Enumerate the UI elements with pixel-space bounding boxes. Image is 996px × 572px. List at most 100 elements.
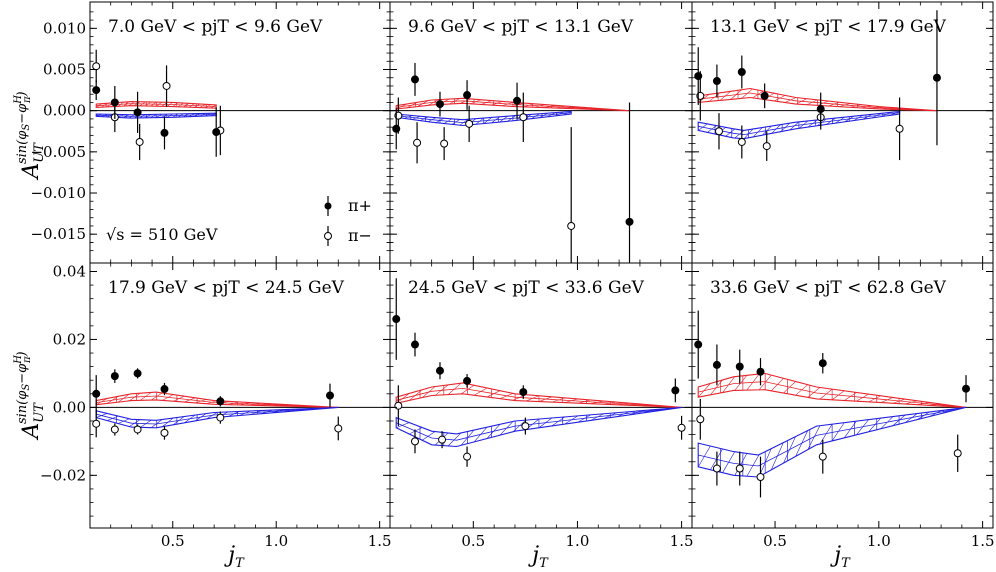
band-outline-pi-plus (395, 97, 630, 112)
legend-pi-plus-marker (324, 202, 332, 210)
data-point-pi-minus (953, 449, 962, 458)
band-outline-pi-minus (95, 406, 339, 429)
band-outline-pi-plus (395, 382, 682, 408)
legend-entry-pi-plus: π+ (324, 196, 372, 216)
data-point-pi-minus (160, 428, 169, 437)
data-point-pi-plus (962, 384, 971, 393)
y-tick-label: −0.015 (30, 225, 86, 243)
svg-text:AUTsin(φS−φHπ): AUTsin(φS−φHπ) (13, 91, 47, 180)
data-point-pi-plus (818, 359, 827, 368)
data-point-pi-minus (714, 127, 723, 136)
data-point-pi-minus (334, 424, 343, 433)
data-point-pi-plus (932, 73, 941, 82)
data-point-pi-plus (737, 67, 746, 76)
y-tick-label: 0.000 (43, 102, 86, 120)
panel-3: 0.5 1.0 1.5 −0.02 0.00 0.02 0.04 17.9 GeV < pjT… (40, 262, 392, 550)
y-tick-label: −0.010 (30, 184, 86, 202)
panel-title: 9.6 GeV < pjT < 13.1 GeV (408, 17, 634, 37)
x-tick-label: 1.0 (867, 532, 891, 550)
band-hatch-diag-pi-minus (422, 431, 436, 441)
data-point-pi-plus (160, 128, 169, 137)
y-tick-label: 0.04 (53, 262, 86, 280)
data-point-pi-plus (463, 91, 472, 100)
data-point-pi-plus (212, 128, 221, 137)
x-tick-label: 0.5 (763, 532, 787, 550)
band-hatch-diag-pi-minus (447, 432, 462, 447)
data-point-pi-minus (216, 413, 225, 422)
data-point-pi-plus (160, 385, 169, 394)
panel-2: 13.1 GeV < pjT < 17.9 GeV (691, 1, 994, 264)
band-pi-plus (697, 372, 967, 408)
y-tick-label: 0.005 (43, 61, 86, 79)
data-point-pi-minus (465, 119, 474, 128)
data-point-pi-plus (392, 124, 401, 133)
panel-title: 13.1 GeV < pjT < 17.9 GeV (710, 17, 947, 37)
data-point-pi-minus (696, 415, 705, 424)
y-tick-label: 0.02 (53, 330, 86, 348)
band-mid-pi-plus (698, 92, 938, 112)
band-pi-minus (395, 110, 572, 127)
data-point-pi-plus (694, 340, 703, 349)
band-outline-pi-plus (697, 372, 967, 408)
x-tick-label: 0.5 (461, 532, 485, 550)
data-point-pi-minus (519, 113, 528, 122)
data-point-pi-plus (110, 98, 119, 107)
legend-pi-minus-marker (324, 232, 332, 240)
data-point-pi-minus (818, 452, 827, 461)
band-hatch-diag-pi-plus (758, 374, 772, 391)
data-point-pi-plus (694, 72, 703, 81)
data-point-pi-plus (92, 86, 101, 95)
legend-entry-pi-minus: π− (324, 226, 372, 246)
x-tick-label: 1.5 (368, 532, 392, 550)
data-point-pi-minus (133, 425, 142, 434)
data-point-pi-plus (671, 386, 680, 395)
band-outline-pi-plus (95, 391, 339, 408)
panel-plot-area-4 (390, 278, 692, 467)
panel-plot-area-1 (390, 62, 692, 263)
data-point-pi-minus (394, 401, 403, 410)
data-point-pi-minus (737, 137, 746, 146)
data-point-pi-minus (677, 423, 686, 432)
panel-plot-area-5 (692, 310, 993, 498)
y-axis-title-bottom: AUTsin(φS−φHπ) (13, 351, 47, 440)
panels-layer: −0.015 −0.010 −0.005 0.000 0.005 0.010 7.0 GeV… (30, 1, 995, 550)
data-point-pi-minus (521, 422, 530, 431)
y-tick-label: −0.02 (40, 466, 86, 484)
data-point-pi-minus (92, 419, 101, 428)
band-mid-pi-minus (396, 407, 682, 441)
band-mid-pi-plus (396, 387, 682, 408)
data-point-pi-minus (135, 137, 144, 146)
data-point-pi-minus (110, 425, 119, 434)
panel-4: 0.5 1.0 1.5 24.5 GeV < pjT < 33.6 GeV (389, 262, 694, 550)
data-point-pi-minus (162, 81, 171, 90)
data-point-pi-plus (712, 360, 721, 369)
panel-5: 0.5 1.0 1.5 33.6 GeV < pjT < 62.8 GeV (691, 262, 995, 550)
x-tick-label: 0.5 (161, 532, 185, 550)
data-point-pi-plus (712, 77, 721, 86)
band-pi-plus (95, 391, 339, 408)
legend-pi-plus-label: π+ (348, 196, 372, 215)
data-point-pi-minus (895, 124, 904, 133)
y-tick-label: 0.00 (53, 398, 86, 416)
panel-0: −0.015 −0.010 −0.005 0.000 0.005 0.010 7.0 GeV… (30, 1, 391, 264)
data-point-pi-minus (567, 221, 576, 230)
data-point-pi-plus (410, 75, 419, 84)
data-point-pi-plus (110, 372, 119, 381)
legend: π+ π− (324, 196, 372, 246)
x-tick-label: 1.0 (264, 532, 288, 550)
data-point-pi-plus (816, 105, 825, 114)
panel-title: 24.5 GeV < pjT < 33.6 GeV (408, 278, 645, 298)
band-pi-minus (95, 406, 339, 429)
data-point-pi-plus (133, 369, 142, 378)
data-point-pi-plus (92, 389, 101, 398)
band-pi-plus (697, 87, 938, 112)
data-point-pi-plus (392, 315, 401, 324)
data-point-pi-minus (413, 138, 422, 147)
band-pi-plus (395, 382, 682, 408)
data-point-pi-minus (440, 139, 449, 148)
data-point-pi-plus (435, 366, 444, 375)
data-point-pi-minus (463, 452, 472, 461)
x-tick-label: 1.5 (971, 532, 995, 550)
y-axis-title-top: AUTsin(φS−φHπ) (13, 91, 47, 180)
